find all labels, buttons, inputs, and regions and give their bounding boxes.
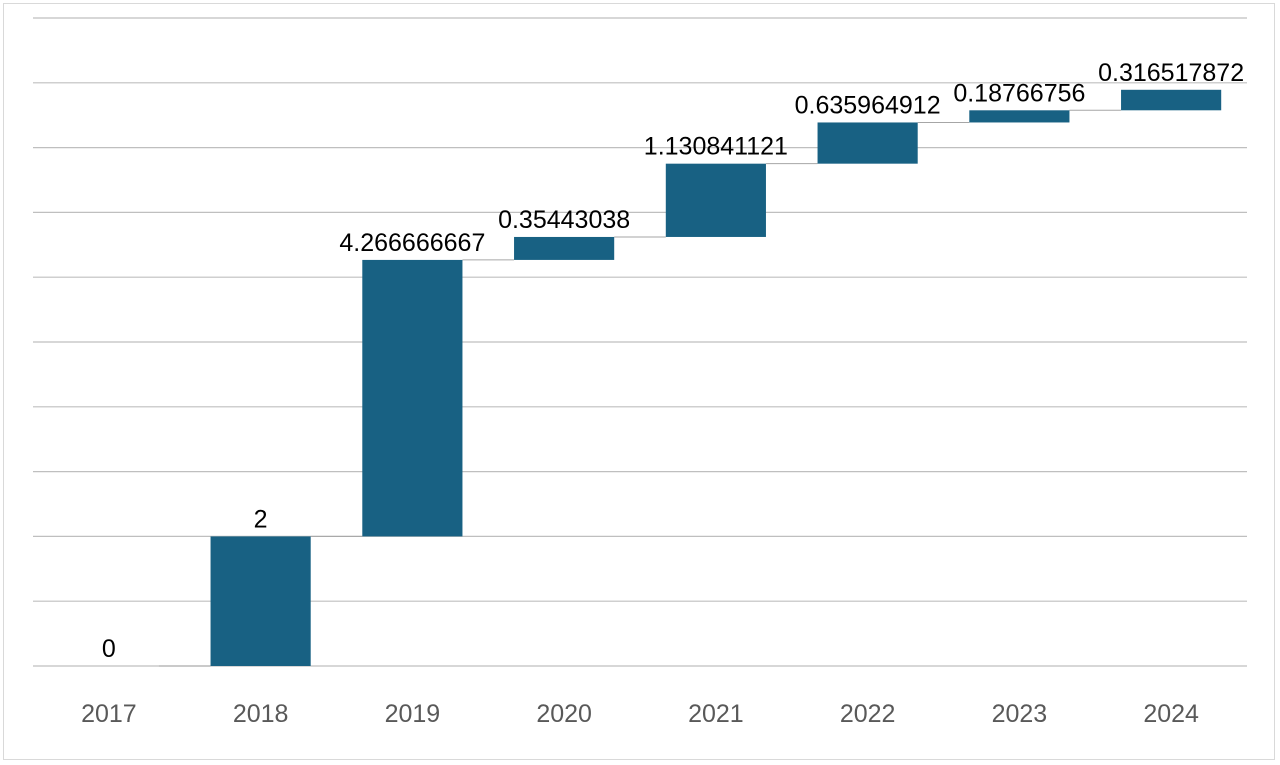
data-label-2021: 1.130841121 [644,133,788,161]
data-label-2024: 0.316517872 [1098,59,1244,87]
x-tick-label-2023: 2023 [992,700,1048,728]
bar-2020 [514,236,615,260]
data-label-2017: 0 [102,635,116,663]
bar-2022 [817,122,918,164]
x-tick-label-2022: 2022 [840,700,896,728]
data-label-2020: 0.35443038 [498,206,630,234]
data-label-2018: 2 [254,505,268,533]
x-tick-label-2020: 2020 [536,700,592,728]
bar-2018 [210,536,311,666]
bar-2024 [1121,89,1222,111]
x-tick-label-2024: 2024 [1143,700,1199,728]
x-tick-label-2017: 2017 [81,700,137,728]
bars [210,89,1222,666]
x-tick-label-2021: 2021 [688,700,744,728]
bar-2023 [969,110,1070,123]
data-label-2022: 0.635964912 [795,91,941,119]
data-label-2023: 0.18766756 [953,79,1085,107]
x-tick-label-2019: 2019 [385,700,441,728]
bar-2021 [665,163,766,237]
x-tick-label-2018: 2018 [233,700,289,728]
bar-2019 [362,259,463,537]
data-labels: 0 2 4.266666667 0.35443038 1.1308411210.6359… [102,59,1244,663]
data-label-2019: 4.266666667 [339,229,485,257]
connectors [158,109,1122,667]
x-axis-tick-labels: 2017 2018 2019 2020 2021 2022 2023 2024 [81,700,1199,728]
